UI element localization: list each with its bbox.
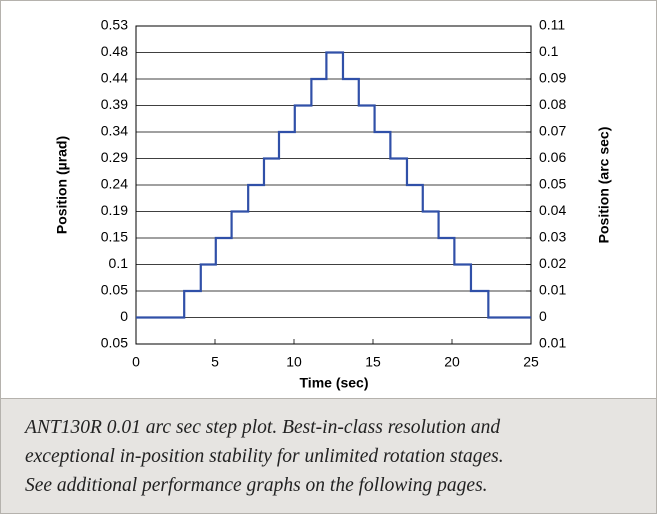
y-tick-label: 0.15 [101,229,128,245]
y2-tick-label: 0.03 [539,229,566,245]
x-tick-label: 15 [365,354,381,370]
y-tick-label: 0.19 [101,202,128,218]
caption-line: See additional performance graphs on the… [25,475,488,496]
x-tick-label: 5 [211,354,219,370]
y-tick-label: 0.24 [101,176,128,192]
y-axis-title: Position (µrad) [54,136,70,234]
y-tick-label: 0.48 [101,43,128,59]
y2-tick-label: 0.01 [539,282,566,298]
caption-line: ANT130R 0.01 arc sec step plot. Best-in-… [25,417,501,438]
y2-tick-label: 0.07 [539,123,566,139]
x-tick-label: 25 [523,354,539,370]
x-axis-title: Time (sec) [300,375,369,391]
y2-tick-label: 0.1 [539,43,559,59]
y-tick-label: 0.05 [101,335,128,351]
data-line [136,51,531,319]
chart: Position (µrad) Position (arc sec) Time … [54,17,612,391]
y2-tick-label: 0.05 [539,176,566,192]
y2-tick-label: 0.06 [539,149,566,165]
caption-line: exceptional in-position stability for un… [25,446,504,467]
x-tick-label: 0 [132,354,140,370]
y2-tick-label: 0.01 [539,335,566,351]
caption: ANT130R 0.01 arc sec step plot. Best-in-… [1,398,656,513]
y-tick-label: 0.44 [101,70,128,86]
y-tick-label: 0.1 [109,255,129,271]
y-tick-label: 0.34 [101,123,128,139]
y2-tick-label: 0.11 [539,17,565,33]
y2-tick-label: 0.04 [539,202,566,218]
y-tick-label: 0.05 [101,282,128,298]
y-tick-label: 0.39 [101,96,128,112]
y2-tick-label: 0.02 [539,255,566,271]
x-tick-label: 10 [286,354,302,370]
y-tick-label: 0.53 [101,17,128,33]
x-tick-label: 20 [444,354,460,370]
y2-tick-label: 0 [539,308,547,324]
y2-tick-label: 0.08 [539,96,566,112]
y-tick-label: 0 [120,308,128,324]
y2-axis-title: Position (arc sec) [596,127,612,244]
y-tick-label: 0.29 [101,149,128,165]
plot-frame [135,25,532,345]
y2-tick-label: 0.09 [539,70,566,86]
